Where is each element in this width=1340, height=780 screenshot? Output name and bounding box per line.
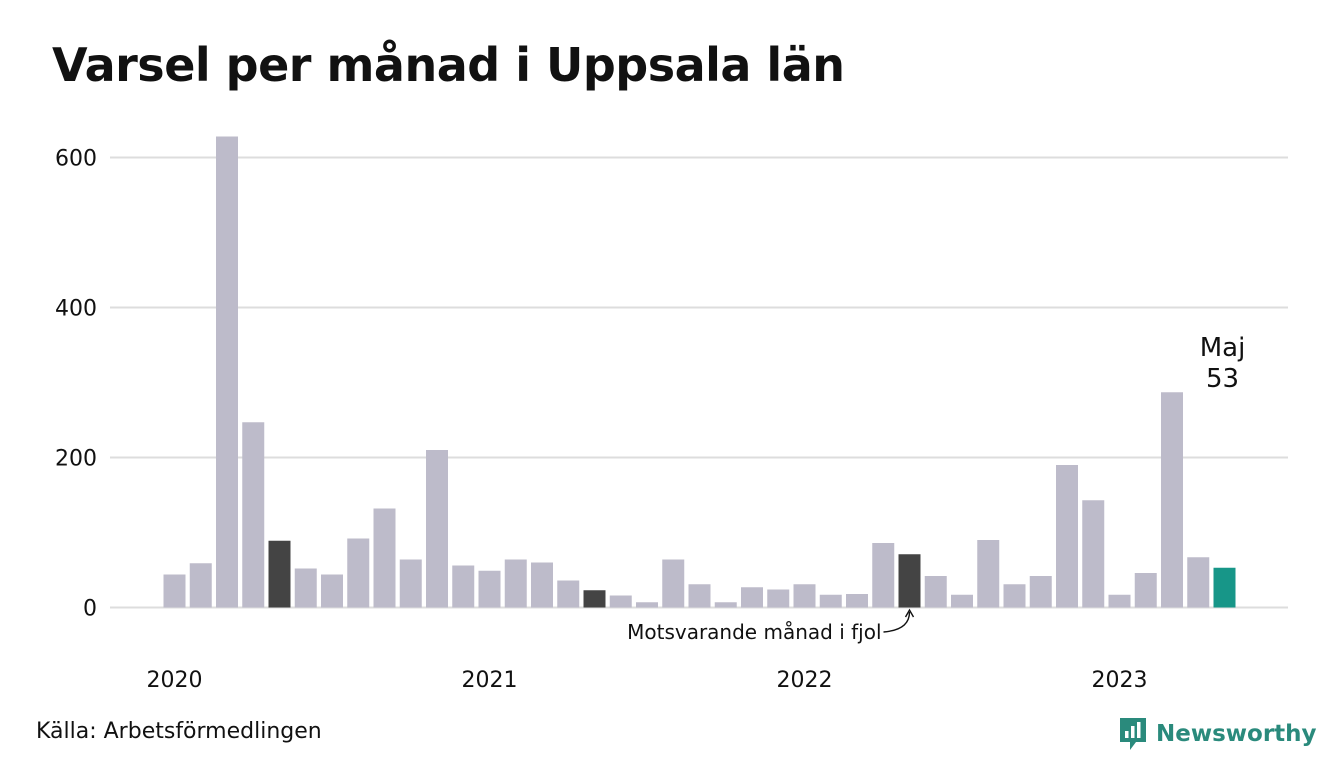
y-tick-label: 0 <box>83 597 97 622</box>
bar <box>1187 557 1210 608</box>
bar <box>714 602 737 608</box>
latest-value-label: 53 <box>1206 364 1239 394</box>
bar <box>662 559 685 608</box>
bar <box>399 559 422 608</box>
previous-year-annotation: Motsvarande månad i fjol <box>627 620 881 644</box>
x-tick-label: 2022 <box>777 668 833 693</box>
annotation-arrowhead <box>904 608 915 618</box>
brand-name: Newsworthy <box>1156 721 1317 747</box>
bar-same-month-previous-year <box>898 554 921 608</box>
bars <box>163 136 1236 608</box>
bar <box>452 565 475 608</box>
bar <box>609 595 632 608</box>
bar <box>1029 576 1052 608</box>
bar <box>636 602 658 608</box>
chart-title: Varsel per månad i Uppsala län <box>52 38 845 92</box>
bar <box>1003 584 1026 608</box>
bar <box>321 574 343 608</box>
gridlines <box>110 156 1288 609</box>
bar-latest-month <box>1213 567 1236 608</box>
bar <box>819 594 842 608</box>
bar <box>924 576 947 608</box>
bar <box>216 136 238 608</box>
bar <box>951 594 973 608</box>
y-tick-label: 400 <box>55 297 97 322</box>
bar <box>1134 573 1157 608</box>
bar <box>189 563 212 608</box>
bar <box>504 559 527 608</box>
latest-month-label: Maj <box>1200 333 1246 363</box>
annotation-arrow-line <box>883 611 911 633</box>
bar-same-month-previous-year <box>583 590 606 608</box>
bar <box>478 570 501 608</box>
x-tick-label: 2021 <box>462 668 518 693</box>
source-credit: Källa: Arbetsförmedlingen <box>36 719 322 744</box>
bar <box>426 450 448 608</box>
y-tick-label: 600 <box>55 147 97 172</box>
bar <box>1161 392 1183 608</box>
bar <box>294 568 317 608</box>
x-tick-label: 2023 <box>1092 668 1148 693</box>
bar <box>872 543 895 608</box>
y-axis-tick-labels: 0 200 400 600 <box>55 147 97 622</box>
bar <box>793 584 816 608</box>
bar <box>347 538 370 608</box>
bar <box>163 574 186 608</box>
bar <box>1108 594 1131 608</box>
newsworthy-logo-icon <box>1120 718 1146 750</box>
bar <box>846 594 868 608</box>
y-tick-label: 200 <box>55 447 97 472</box>
bar <box>977 540 1000 608</box>
x-axis-year-labels: 2020 2021 2022 2023 <box>147 668 1148 693</box>
x-tick-label: 2020 <box>147 668 203 693</box>
brand-logo[interactable]: Newsworthy <box>1118 714 1317 754</box>
bar <box>557 580 580 608</box>
bar <box>531 562 553 608</box>
bar <box>1056 465 1078 608</box>
bar <box>767 589 790 608</box>
bar <box>1082 500 1105 608</box>
bar-same-month-previous-year <box>268 540 291 608</box>
bar <box>741 587 763 608</box>
bar <box>688 584 711 608</box>
bar <box>373 508 396 608</box>
bar <box>242 422 265 608</box>
